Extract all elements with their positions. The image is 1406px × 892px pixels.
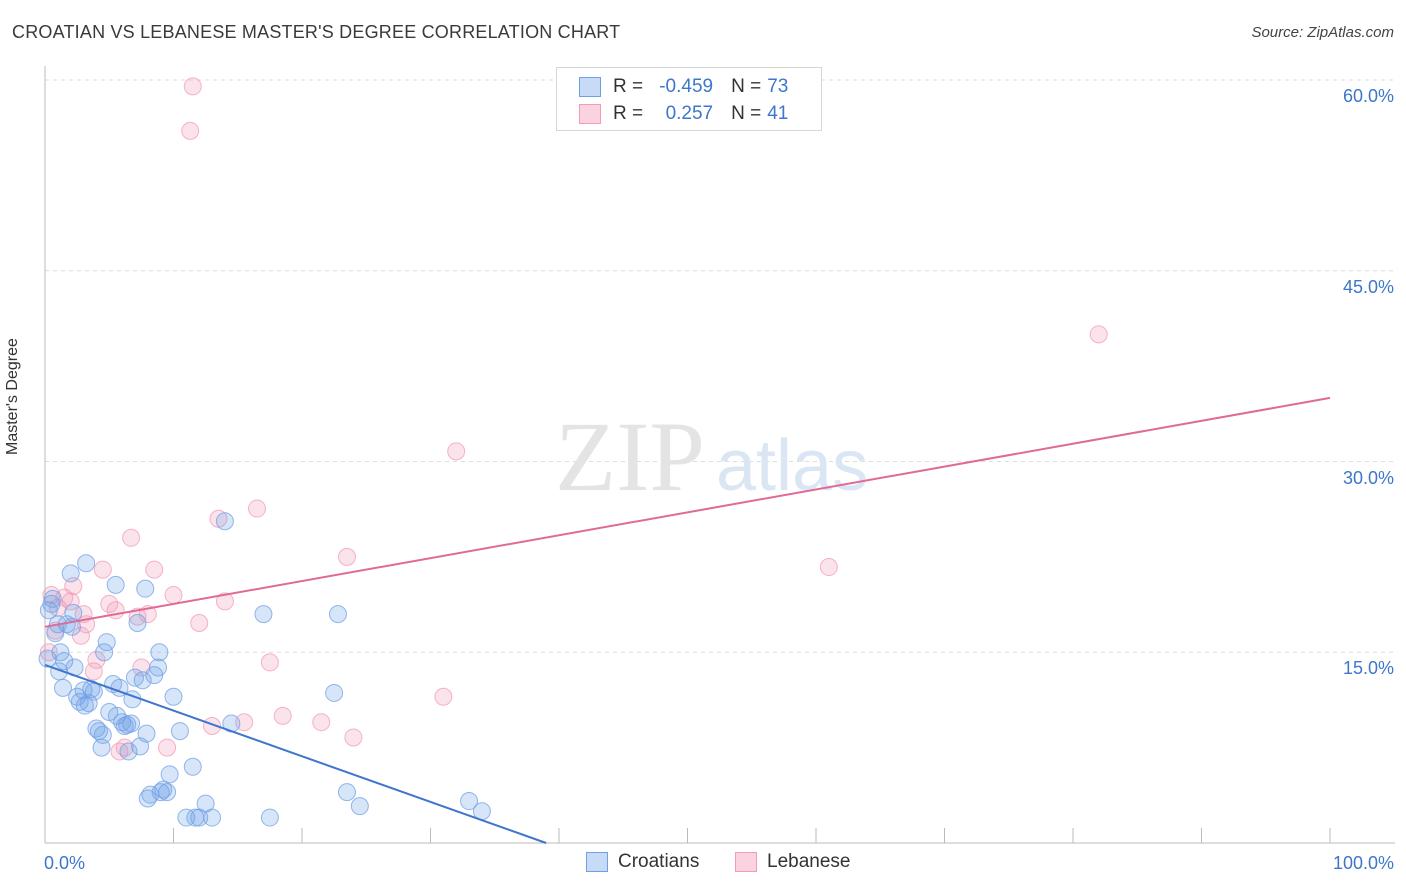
croatians-point bbox=[128, 614, 147, 633]
lebanese-point bbox=[215, 592, 234, 611]
croatians-point bbox=[38, 649, 57, 668]
chart-title: CROATIAN VS LEBANESE MASTER'S DEGREE COR… bbox=[12, 22, 621, 42]
lebanese-point bbox=[61, 592, 80, 611]
lebanese-point bbox=[122, 528, 141, 547]
croatians-point bbox=[260, 808, 279, 827]
y-tick-label: 15.0% bbox=[1342, 658, 1394, 679]
trend-lines bbox=[44, 396, 1331, 844]
croatians-point bbox=[215, 512, 234, 531]
n-value: 73 bbox=[767, 76, 789, 97]
croatians-point bbox=[136, 579, 155, 598]
croatians-point bbox=[106, 575, 125, 594]
croatians-swatch bbox=[586, 852, 608, 872]
lebanese-point bbox=[181, 121, 200, 140]
lebanese-swatch bbox=[735, 852, 757, 872]
lebanese-point bbox=[260, 653, 279, 672]
lebanese-swatch bbox=[579, 104, 601, 124]
lebanese-point bbox=[344, 728, 363, 747]
croatians-point bbox=[203, 808, 222, 827]
lebanese-point bbox=[87, 650, 106, 669]
lebanese-point bbox=[145, 560, 164, 579]
n-label: N = bbox=[731, 76, 762, 97]
y-tick-label: 60.0% bbox=[1342, 86, 1394, 106]
croatians-point bbox=[43, 589, 62, 608]
croatians-point bbox=[160, 765, 179, 784]
y-tick-label: 30.0% bbox=[1342, 467, 1394, 488]
croatians-point bbox=[337, 783, 356, 802]
croatians-point bbox=[133, 671, 152, 690]
lebanese-point bbox=[273, 706, 292, 725]
croatians-point bbox=[75, 696, 94, 715]
croatians-point bbox=[170, 722, 189, 741]
y-axis-label: Master's Degree bbox=[4, 338, 21, 455]
croatians-point bbox=[350, 797, 369, 816]
lebanese-point bbox=[337, 547, 356, 566]
lebanese-point bbox=[447, 442, 466, 461]
watermark: ZIP atlas bbox=[555, 401, 868, 512]
croatians-point bbox=[61, 564, 80, 583]
x-tick-label-min: 0.0% bbox=[44, 853, 86, 873]
r-value: 0.257 bbox=[665, 103, 714, 124]
croatians-point bbox=[77, 554, 96, 573]
lebanese-point bbox=[312, 713, 331, 732]
n-label: N = bbox=[731, 103, 762, 124]
croatians-point bbox=[183, 757, 202, 776]
lebanese-trend-line bbox=[44, 396, 1331, 628]
croatians-point bbox=[254, 605, 273, 624]
croatians-point bbox=[93, 725, 112, 744]
r-value: -0.459 bbox=[659, 76, 714, 97]
croatians-point bbox=[325, 683, 344, 702]
croatians-point bbox=[119, 742, 138, 761]
legend-item-lebanese: Lebanese bbox=[735, 851, 850, 873]
croatians-point bbox=[95, 643, 114, 662]
lebanese-point bbox=[183, 77, 202, 96]
croatians-point bbox=[137, 724, 156, 743]
lebanese-point bbox=[235, 713, 254, 732]
r-label: R = bbox=[613, 103, 644, 124]
lebanese-label: Lebanese bbox=[767, 851, 851, 872]
lebanese-point bbox=[1089, 325, 1108, 344]
croatians-label: Croatians bbox=[618, 851, 700, 872]
lebanese-point bbox=[100, 594, 119, 613]
croatians-point bbox=[50, 662, 69, 681]
lebanese-point bbox=[158, 738, 177, 757]
croatians-point bbox=[154, 780, 173, 799]
croatians-point bbox=[328, 605, 347, 624]
axes bbox=[44, 66, 1395, 844]
lebanese-point bbox=[128, 607, 147, 626]
grid-lines bbox=[45, 79, 1395, 653]
source-label: Source: ZipAtlas.com bbox=[1251, 24, 1394, 41]
n-value: 41 bbox=[767, 103, 789, 124]
lebanese-point bbox=[190, 614, 209, 633]
lebanese-point bbox=[248, 499, 267, 518]
y-tick-label: 45.0% bbox=[1342, 276, 1394, 297]
legend-row-croatians: R = -0.459 N = 73 bbox=[579, 74, 788, 100]
legend-item-croatians: Croatians bbox=[586, 851, 699, 873]
croatians-point bbox=[460, 792, 479, 811]
lebanese-point bbox=[434, 687, 453, 706]
croatians-point bbox=[87, 719, 106, 738]
croatians-point bbox=[122, 714, 141, 733]
x-tick-label-max: 100.0% bbox=[1332, 853, 1394, 873]
croatians-swatch bbox=[579, 77, 601, 97]
croatians-point bbox=[97, 633, 116, 652]
watermark-atlas: atlas bbox=[716, 426, 868, 506]
croatians-point bbox=[149, 658, 168, 677]
lebanese-point bbox=[93, 560, 112, 579]
croatians-trend-line bbox=[44, 664, 547, 844]
croatians-point bbox=[150, 643, 169, 662]
legend-row-lebanese: R = 0.257 N = 41 bbox=[579, 101, 788, 127]
croatians-point bbox=[164, 687, 183, 706]
lebanese-point bbox=[84, 662, 103, 681]
correlation-legend: R = -0.459 N = 73 R = 0.257 N = 41 bbox=[556, 67, 822, 131]
r-label: R = bbox=[613, 76, 644, 97]
lebanese-point bbox=[164, 586, 183, 605]
lebanese-point bbox=[819, 558, 838, 577]
croatians-point bbox=[151, 783, 170, 802]
watermark-zip: ZIP bbox=[555, 401, 705, 512]
